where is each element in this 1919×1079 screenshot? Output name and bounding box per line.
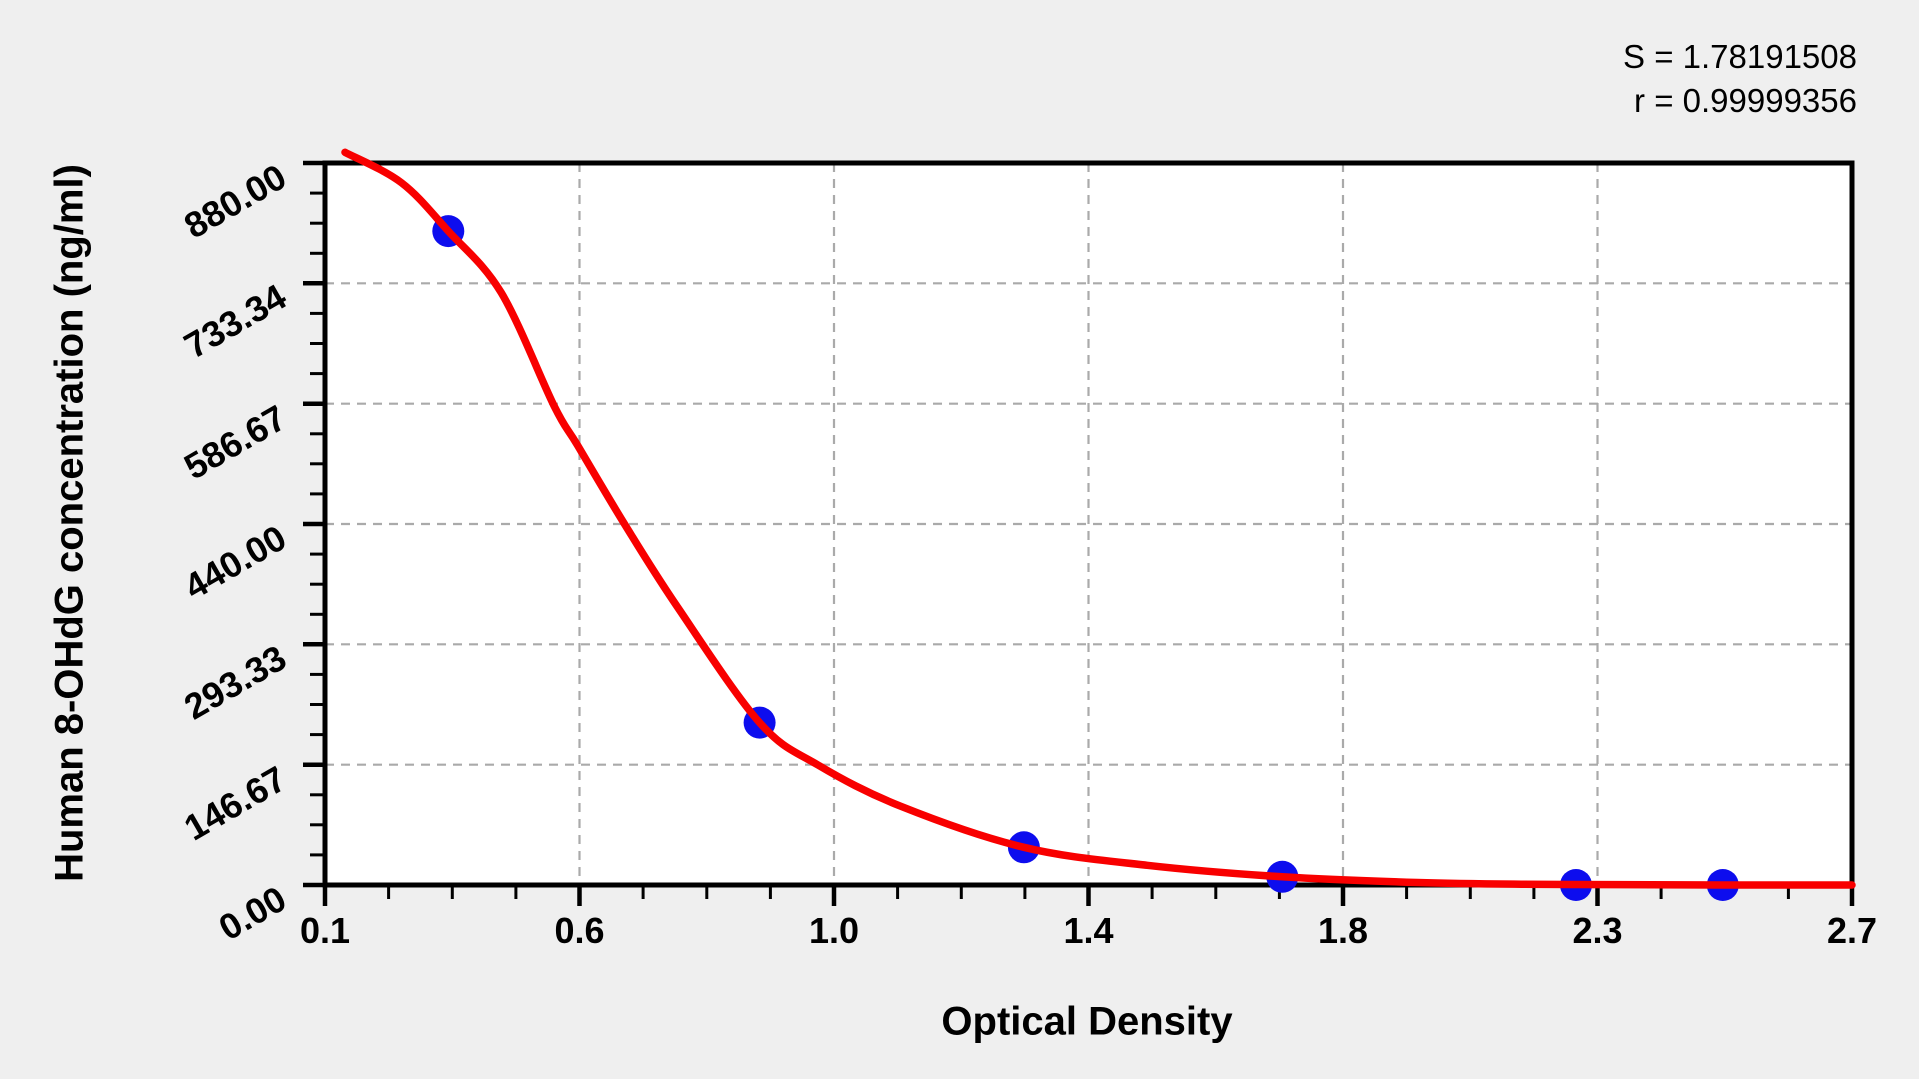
x-tick-label: 1.4 <box>1063 910 1114 951</box>
plot-frame <box>322 160 1855 888</box>
fit-s-value: S = 1.78191508 <box>1623 38 1857 75</box>
x-tick-label: 1.0 <box>808 910 860 951</box>
fit-curve-line <box>341 148 1856 889</box>
x-axis-title: Optical Density <box>941 999 1233 1044</box>
x-tick-label: 0.1 <box>299 910 351 951</box>
fit-statistics: S = 1.78191508 r = 0.99999356 <box>1623 35 1857 123</box>
x-tick-label: 1.8 <box>1317 910 1369 951</box>
fit-r-value: r = 0.99999356 <box>1634 82 1857 119</box>
x-tick-label: 0.6 <box>554 910 605 951</box>
x-tick-label: 2.3 <box>1572 910 1623 951</box>
x-tick-label: 2.7 <box>1826 910 1878 951</box>
